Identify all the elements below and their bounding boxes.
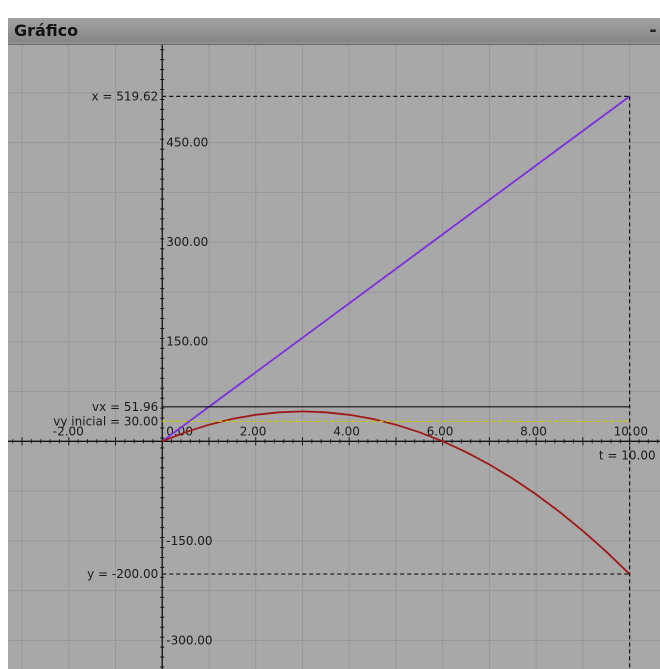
y-tick-label: 450.00 — [166, 136, 208, 150]
plot-area[interactable]: -2.00 2.00 4.00 6.00 8.00 10.00 0.00 450.00 300.… — [8, 18, 660, 669]
x-tick-label: 4.00 — [333, 424, 360, 438]
series-line-2 — [161, 410, 631, 575]
graph-titlebar: Gráfico - — [8, 18, 660, 45]
y-tick-label: -150.00 — [166, 534, 212, 548]
graph-title: Gráfico — [14, 21, 79, 40]
y-tick-label: 300.00 — [166, 235, 208, 249]
y-tick-label: -300.00 — [166, 633, 212, 647]
reference-label-2: vx = 51.96 — [92, 400, 158, 414]
time-marker-label: t = 10.00 — [599, 448, 656, 462]
reference-label-1: x = 519.62 — [91, 89, 158, 103]
reference-label-4: y = -200.00 — [87, 567, 158, 581]
graph-panel: Gráfico - -2.00 2.00 4.00 6.00 8.00 10.00 0.00… — [8, 18, 660, 669]
x-tick-label: 6.00 — [427, 424, 454, 438]
origin-tick-label: 0.00 — [166, 424, 193, 438]
x-tick-label: 2.00 — [240, 424, 267, 438]
minimize-button[interactable]: - — [649, 20, 657, 41]
reference-label-3: vy inicial = 30.00 — [53, 414, 158, 428]
x-tick-label: 8.00 — [520, 424, 547, 438]
x-tick-label: 10.00 — [614, 424, 648, 438]
y-tick-label: 150.00 — [166, 335, 208, 349]
x-tick-label: -2.00 — [53, 424, 84, 438]
series-line-1 — [161, 95, 631, 443]
